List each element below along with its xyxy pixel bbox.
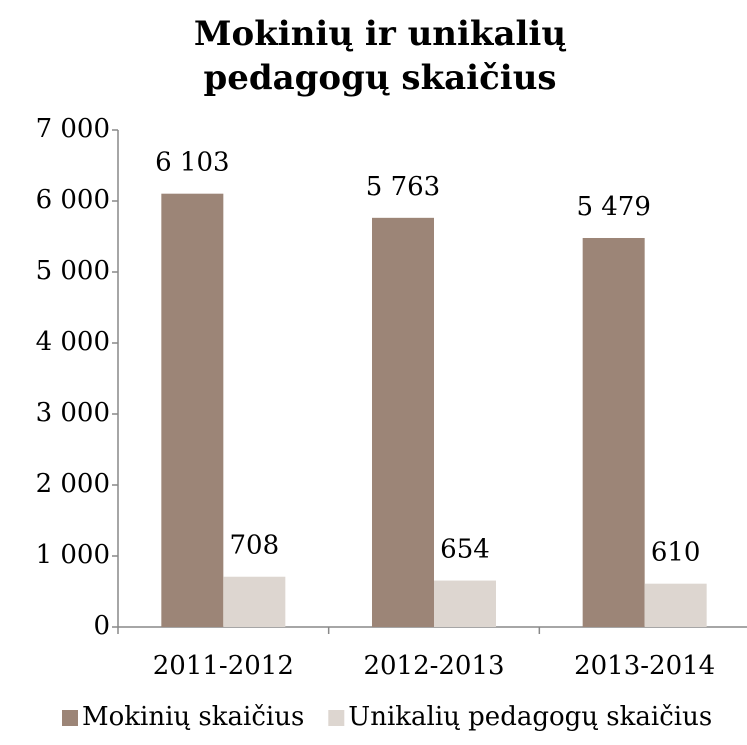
data-label: 708 (230, 531, 280, 561)
y-tick-label: 2 000 (36, 469, 110, 499)
bar (644, 583, 707, 627)
data-label: 654 (440, 535, 490, 565)
y-tick-label: 5 000 (36, 256, 110, 286)
y-tick-label: 0 (93, 611, 110, 641)
x-tick-label: 2013-2014 (574, 651, 715, 681)
data-label: 6 103 (155, 148, 229, 178)
y-tick-label: 7 000 (36, 114, 110, 144)
bar (161, 193, 224, 627)
y-tick-label: 4 000 (36, 327, 110, 357)
data-label: 5 763 (366, 172, 440, 202)
data-label: 5 479 (576, 192, 650, 222)
bar (582, 237, 645, 627)
chart-title: Mokinių ir unikalių pedagogų skaičius (193, 14, 567, 98)
bar (372, 217, 434, 627)
bar (434, 580, 496, 627)
x-tick-label: 2011-2012 (153, 651, 294, 681)
legend-swatch (62, 710, 78, 726)
x-tick-label: 2012-2013 (363, 651, 504, 681)
legend-label: Mokinių skaičius (82, 702, 304, 732)
legend-swatch (328, 710, 345, 726)
data-label: 610 (651, 538, 701, 568)
y-tick-label: 6 000 (36, 185, 110, 215)
legend-label: Unikalių pedagogų skaičius (348, 702, 712, 732)
y-tick-label: 3 000 (36, 398, 110, 428)
bar (223, 576, 286, 627)
y-tick-label: 1 000 (36, 540, 110, 570)
